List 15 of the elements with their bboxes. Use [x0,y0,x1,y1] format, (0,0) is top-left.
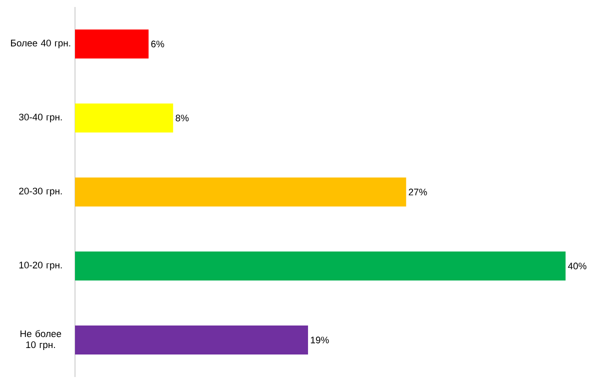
data-label: 40% [568,262,586,270]
bar [75,30,149,59]
y-tick-label: 30-40 грн. [19,114,62,122]
data-label: 27% [408,188,427,196]
y-tick-label: 20-30 грн. [19,188,62,196]
data-label: 8% [176,114,189,122]
bar [75,252,566,281]
y-tick-label: 10-20 грн. [19,262,62,270]
y-tick-label: Более 40 грн. [11,40,70,48]
bar [75,104,174,133]
data-label: 6% [151,40,164,48]
y-tick-label: Не более 10 грн. [20,330,62,350]
bar [75,326,308,355]
bar [75,178,406,207]
data-label: 19% [310,336,329,344]
